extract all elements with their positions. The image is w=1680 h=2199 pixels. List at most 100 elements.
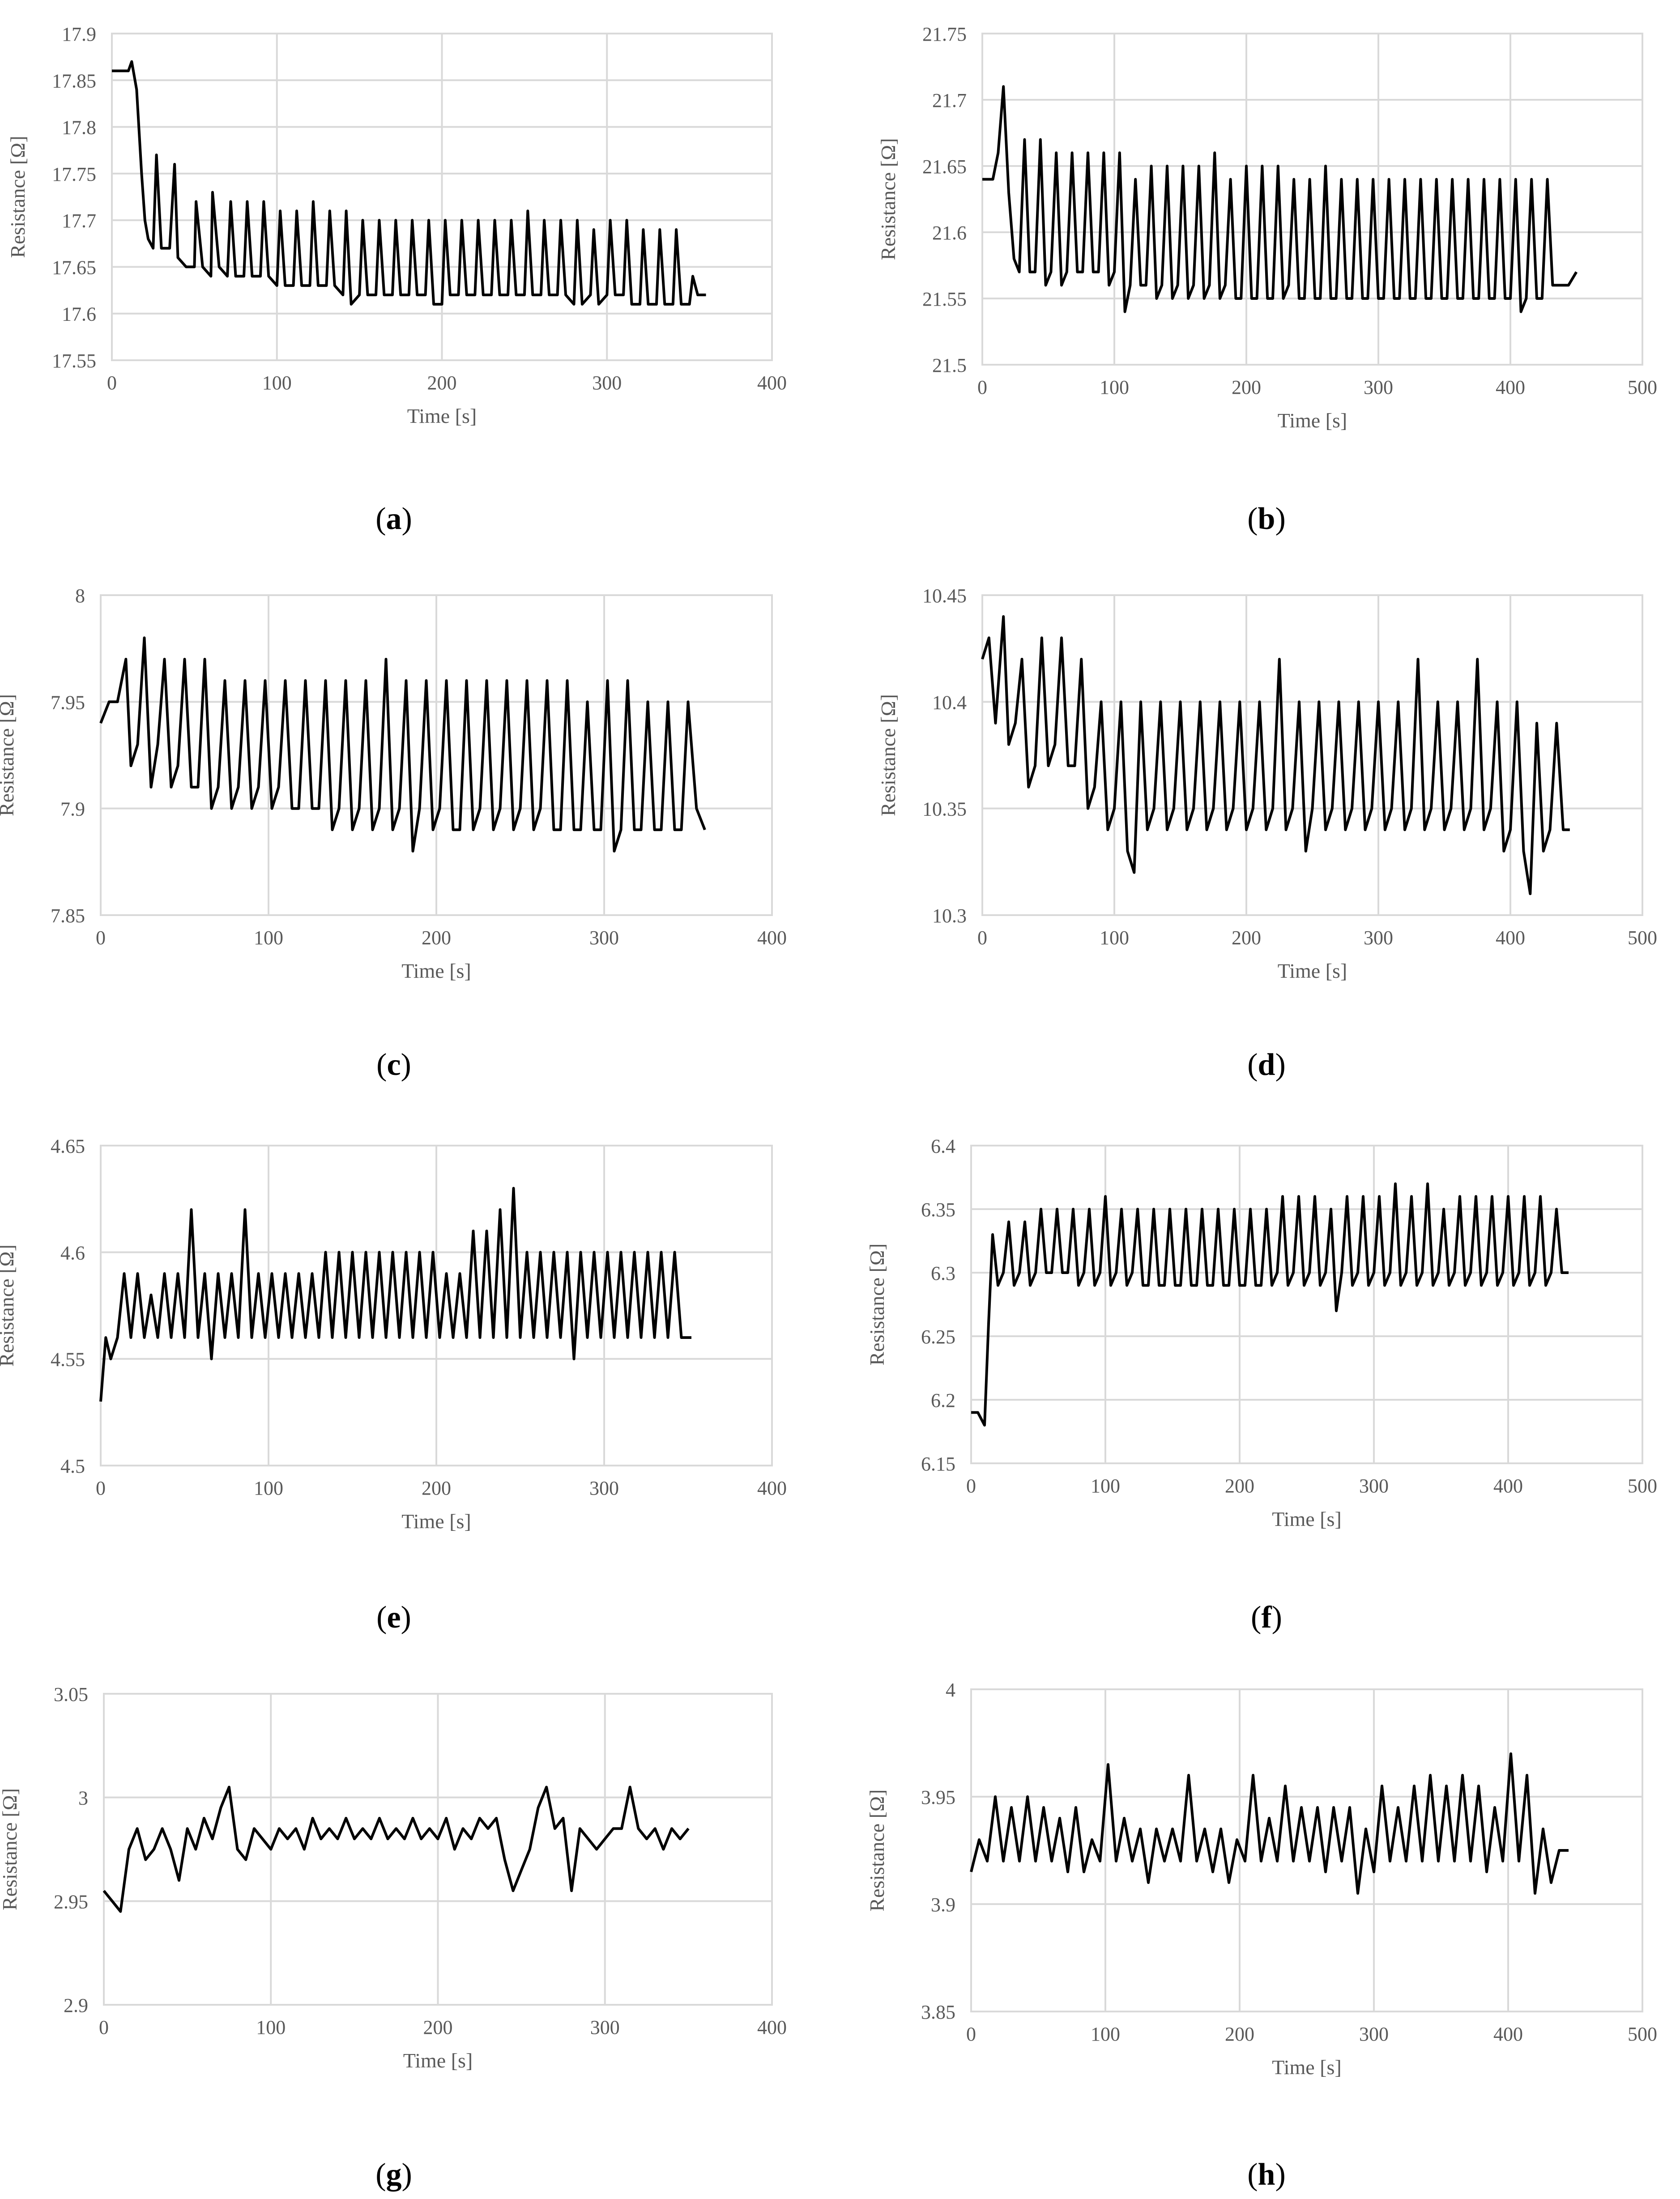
y-tick-label: 4 bbox=[946, 1679, 955, 1701]
x-tick-label: 400 bbox=[1493, 1475, 1523, 1497]
x-tick-label: 300 bbox=[1359, 1475, 1389, 1497]
y-tick-label: 17.65 bbox=[52, 256, 96, 278]
y-tick-label: 4.55 bbox=[51, 1349, 85, 1371]
x-tick-label: 0 bbox=[966, 2023, 976, 2045]
y-tick-label: 10.4 bbox=[932, 691, 967, 713]
x-tick-label: 500 bbox=[1628, 927, 1657, 949]
y-tick-label: 17.9 bbox=[62, 23, 96, 45]
x-axis-title: Time [s] bbox=[403, 2049, 473, 2072]
x-tick-label: 400 bbox=[1496, 376, 1525, 398]
plot-area bbox=[970, 1145, 1643, 1464]
panel-letter: b bbox=[1258, 502, 1275, 536]
y-tick-label: 6.2 bbox=[931, 1389, 955, 1411]
y-tick-label: 4.5 bbox=[60, 1455, 85, 1477]
y-tick-label: 8 bbox=[75, 585, 85, 607]
x-tick-label: 0 bbox=[99, 2016, 109, 2038]
y-tick-label: 21.55 bbox=[922, 288, 967, 310]
panel-label-a: (a) bbox=[375, 502, 412, 536]
series-line bbox=[102, 1786, 690, 1913]
chart-h: 3.85 3.9 3.95 4 0 100 200 300 400 500 Time [s] Resi… bbox=[866, 1679, 1657, 2079]
chart-e: 4.5 4.55 4.6 4.65 0 100 200 300 400 Time [s] Resis… bbox=[0, 1135, 787, 1533]
y-tick-label: 10.35 bbox=[922, 798, 967, 820]
y-tick-label: 17.55 bbox=[52, 350, 96, 372]
y-tick-label: 10.45 bbox=[922, 585, 967, 607]
x-tick-label: 400 bbox=[757, 2016, 787, 2038]
chart-a: 17.55 17.6 17.65 17.7 17.75 17.8 17.85 17.9 0 100… bbox=[6, 23, 787, 427]
x-tick-label: 0 bbox=[107, 372, 117, 394]
y-tick-label: 3.9 bbox=[931, 1894, 955, 1916]
y-axis-title: Resistance [Ω] bbox=[0, 1788, 21, 1910]
panel-label-f: (f) bbox=[1251, 1600, 1282, 1635]
x-tick-label: 400 bbox=[1493, 2023, 1523, 2045]
panel-label-g: (g) bbox=[375, 2157, 412, 2192]
panel-label-c: (c) bbox=[376, 1048, 411, 1082]
y-tick-label: 3.85 bbox=[921, 2001, 955, 2023]
x-tick-label: 400 bbox=[757, 372, 787, 394]
y-tick-label: 17.75 bbox=[52, 163, 96, 185]
x-tick-label: 200 bbox=[1225, 2023, 1254, 2045]
x-tick-label: 200 bbox=[422, 1477, 451, 1499]
series-line bbox=[971, 1182, 1569, 1427]
x-tick-label: 0 bbox=[966, 1475, 976, 1497]
panel-letter: h bbox=[1258, 2157, 1275, 2192]
y-tick-label: 2.95 bbox=[54, 1891, 88, 1913]
x-axis-title: Time [s] bbox=[1278, 409, 1347, 432]
x-axis-title: Time [s] bbox=[1278, 959, 1347, 982]
x-tick-label: 300 bbox=[589, 927, 619, 949]
x-tick-label: 0 bbox=[96, 927, 106, 949]
y-tick-label: 21.7 bbox=[932, 89, 967, 111]
y-tick-label: 17.8 bbox=[62, 117, 96, 139]
x-tick-label: 100 bbox=[1100, 927, 1129, 949]
x-tick-label: 200 bbox=[1225, 1475, 1254, 1497]
y-tick-label: 17.7 bbox=[62, 210, 96, 232]
x-axis-title: Time [s] bbox=[401, 959, 471, 982]
plot-area bbox=[981, 594, 1643, 916]
y-tick-label: 4.6 bbox=[60, 1242, 85, 1264]
x-tick-label: 400 bbox=[757, 1477, 787, 1499]
x-tick-label: 200 bbox=[1232, 927, 1261, 949]
plot-area bbox=[981, 33, 1643, 366]
x-tick-label: 100 bbox=[1100, 376, 1129, 398]
x-tick-label: 0 bbox=[96, 1477, 106, 1499]
series-line bbox=[99, 1187, 691, 1402]
y-tick-label: 2.9 bbox=[64, 1994, 88, 2016]
y-tick-label: 7.85 bbox=[51, 905, 85, 927]
x-tick-label: 500 bbox=[1628, 2023, 1657, 2045]
x-axis-title: Time [s] bbox=[407, 405, 477, 427]
panel-label-d: (d) bbox=[1247, 1048, 1286, 1082]
x-tick-label: 300 bbox=[1364, 376, 1393, 398]
chart-g: 2.9 2.95 3 3.05 0 100 200 300 400 Time [s] Resista… bbox=[0, 1683, 787, 2072]
x-tick-label: 500 bbox=[1628, 376, 1657, 398]
series-line bbox=[112, 60, 706, 306]
panel-letter: d bbox=[1258, 1048, 1275, 1082]
x-tick-label: 300 bbox=[1364, 927, 1393, 949]
y-axis-title: Resistance [Ω] bbox=[0, 694, 18, 816]
series-line bbox=[970, 1752, 1569, 1895]
y-axis-title: Resistance [Ω] bbox=[866, 1243, 888, 1365]
y-axis-title: Resistance [Ω] bbox=[877, 694, 900, 816]
y-tick-label: 7.95 bbox=[51, 691, 85, 713]
y-tick-label: 3 bbox=[78, 1787, 88, 1809]
y-tick-label: 21.75 bbox=[922, 23, 967, 45]
chart-c: 7.85 7.9 7.95 8 0 100 200 300 400 Time [s] Resista… bbox=[0, 585, 787, 982]
panel-label-e: (e) bbox=[376, 1600, 411, 1635]
panel-letter: a bbox=[386, 502, 402, 536]
y-axis-title: Resistance [Ω] bbox=[6, 136, 29, 258]
panel-label-h: (h) bbox=[1247, 2157, 1286, 2192]
y-tick-label: 6.15 bbox=[921, 1453, 955, 1475]
series-line bbox=[981, 615, 1570, 895]
x-tick-label: 400 bbox=[757, 927, 787, 949]
chart-d: 10.3 10.35 10.4 10.45 0 100 200 300 400 500 Time [… bbox=[877, 585, 1657, 982]
y-tick-label: 21.6 bbox=[932, 222, 967, 244]
x-tick-label: 200 bbox=[1232, 376, 1261, 398]
x-axis-title: Time [s] bbox=[1272, 2056, 1342, 2079]
y-tick-label: 10.3 bbox=[932, 905, 967, 927]
x-tick-label: 200 bbox=[422, 927, 451, 949]
x-tick-label: 0 bbox=[977, 376, 987, 398]
x-tick-label: 100 bbox=[262, 372, 292, 394]
y-axis-title: Resistance [Ω] bbox=[877, 138, 900, 260]
x-tick-label: 300 bbox=[590, 2016, 620, 2038]
x-tick-label: 100 bbox=[1091, 1475, 1120, 1497]
series-line bbox=[982, 85, 1578, 313]
